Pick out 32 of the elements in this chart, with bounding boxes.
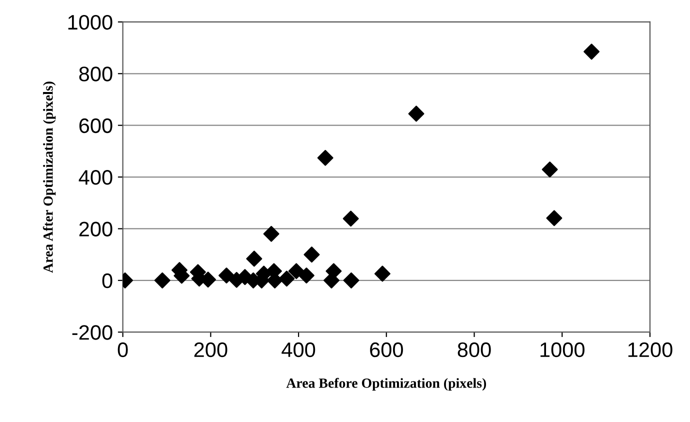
y-tick-label: -200 [72,325,112,340]
x-tick-label: 800 [458,342,491,358]
x-tick-label: 200 [194,342,228,358]
point [342,210,359,227]
point [298,268,314,284]
point [288,263,304,280]
point [278,270,295,287]
y-tick-label: 0 [102,273,112,288]
point [317,150,334,166]
y-tick-label: 600 [79,118,112,134]
x-tick-label: 1000 [540,342,584,358]
point [542,162,558,178]
x-tick-label: 400 [282,342,316,358]
point [343,272,360,288]
point [304,246,320,263]
point [408,106,424,122]
point [246,250,262,267]
y-tick-label: 400 [78,170,112,185]
point [546,210,562,226]
x-axis-title: Area Before Optimization (pixels) [286,378,486,391]
point [263,226,280,242]
y-tick-label: 200 [79,222,112,236]
point [584,44,600,60]
point [154,272,170,288]
point [374,266,390,282]
x-tick-label: 1200 [628,342,672,358]
point [218,268,234,284]
x-tick-label: 0 [118,342,128,358]
x-tick-label: 600 [370,342,403,358]
y-tick-label: 800 [79,66,112,82]
y-tick-label: 1000 [68,14,112,30]
y-axis-title: Area After Optimization (pixels) [42,82,56,273]
